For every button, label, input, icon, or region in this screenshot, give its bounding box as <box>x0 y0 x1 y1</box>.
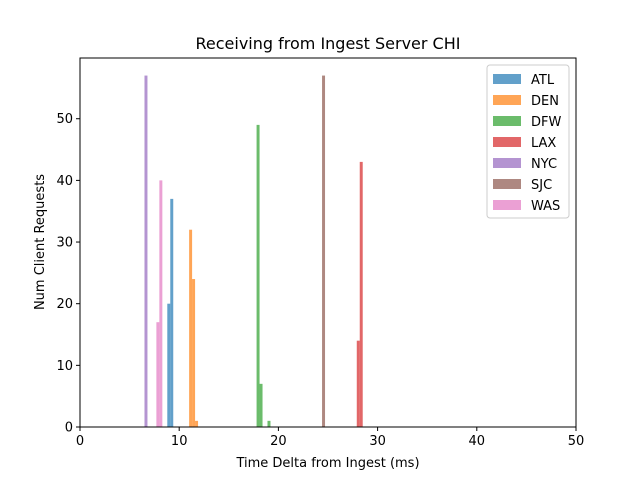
x-tick-label: 30 <box>369 434 386 449</box>
y-tick-label: 50 <box>56 112 73 127</box>
legend-label-den: DEN <box>531 94 559 109</box>
legend-label-sjc: SJC <box>531 178 552 193</box>
legend-swatch-den <box>493 95 521 105</box>
legend-swatch-atl <box>493 74 521 84</box>
y-axis-label: Num Client Requests <box>33 174 48 310</box>
legend-label-nyc: NYC <box>531 157 557 172</box>
bar-was-1 <box>159 180 163 427</box>
bar-den-1 <box>192 279 196 427</box>
bar-den-2 <box>195 420 199 427</box>
x-ticks: 0 10 20 30 40 50 <box>76 427 584 449</box>
bar-dfw-0 <box>256 124 260 427</box>
bar-lax-1 <box>359 161 363 427</box>
legend-swatch-dfw <box>493 116 521 126</box>
bar-lax-0 <box>356 340 360 427</box>
bar-dfw-2 <box>267 420 271 427</box>
bar-den-0 <box>189 229 193 427</box>
bar-nyc-0 <box>144 75 148 427</box>
y-tick-label: 40 <box>56 174 73 189</box>
legend: ATL DEN DFW LAX NYC SJC WAS <box>486 64 570 219</box>
legend-label-dfw: DFW <box>531 115 561 130</box>
x-tick-label: 0 <box>76 434 84 449</box>
x-tick-label: 40 <box>469 434 486 449</box>
bar-sjc-0 <box>322 75 326 427</box>
y-tick-label: 30 <box>56 236 73 251</box>
y-tick-label: 10 <box>56 359 73 374</box>
y-tick-label: 20 <box>56 297 73 312</box>
bar-dfw-1 <box>259 383 263 427</box>
legend-swatch-lax <box>493 137 521 147</box>
bar-was-0 <box>156 322 160 427</box>
legend-label-lax: LAX <box>531 136 556 151</box>
legend-swatch-was <box>493 200 521 210</box>
y-ticks: 0 10 20 30 40 50 <box>56 112 80 436</box>
x-tick-label: 10 <box>171 434 188 449</box>
chart-title: Receiving from Ingest Server CHI <box>196 34 461 53</box>
legend-label-was: WAS <box>531 199 560 214</box>
y-tick-label: 0 <box>65 421 73 436</box>
x-tick-label: 20 <box>270 434 287 449</box>
bars-layer <box>144 75 363 427</box>
legend-swatch-nyc <box>493 158 521 168</box>
legend-swatch-sjc <box>493 179 521 189</box>
x-tick-label: 50 <box>568 434 585 449</box>
bar-atl-0 <box>167 303 171 427</box>
bar-atl-1 <box>170 198 174 427</box>
legend-label-atl: ATL <box>531 73 555 88</box>
x-axis-label: Time Delta from Ingest (ms) <box>235 456 419 471</box>
